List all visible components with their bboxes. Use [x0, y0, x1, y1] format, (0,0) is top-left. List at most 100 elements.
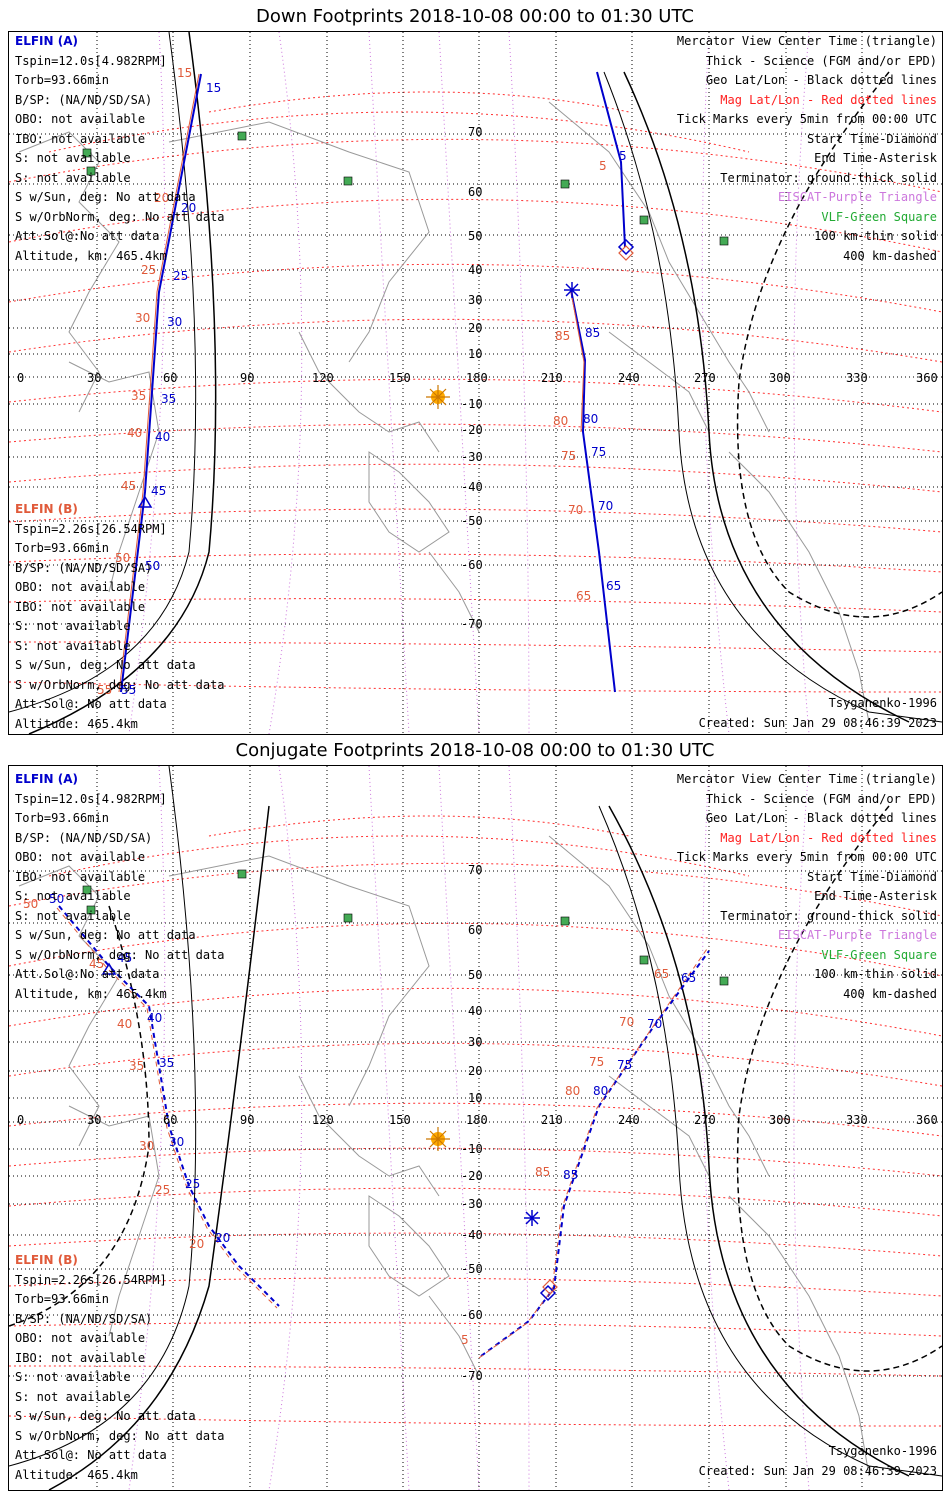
tick-b-40: 40: [147, 1011, 162, 1025]
track-tick-labels: 20 20 25 25 30 30 35 35 40 40 45 45 50 5…: [23, 892, 696, 1347]
tick-a-65: 65: [606, 579, 621, 593]
legend-item: End Time-Asterisk: [814, 889, 937, 903]
info-line: IBO: not available: [15, 869, 146, 884]
legend-item: VLF-Green Square: [821, 209, 937, 224]
tick-a-mag-65: 65: [576, 589, 591, 603]
elfin-b-track: [118, 73, 202, 693]
lat-label: -10: [461, 397, 483, 411]
info-line: S: not available: [15, 1389, 131, 1404]
info-line: Altitude, km: 465.4km: [15, 248, 167, 263]
info-line: Torb=93.66min: [15, 1292, 109, 1306]
info-line: IBO: not available: [15, 599, 146, 614]
tick-b-20: 20: [215, 1231, 230, 1245]
tick-a-mag-70: 70: [568, 503, 583, 517]
info-line: Tspin=12.0s[4.982RPM]: [15, 53, 167, 68]
tick-b-20: 20: [181, 201, 196, 215]
legend-item: Terminator: ground-thick solid: [720, 908, 937, 923]
info-line: S: not available: [15, 170, 131, 185]
elfin-b-header: ELFIN (B): [15, 502, 78, 516]
mag-meridians: [128, 32, 810, 734]
elfin-a-info: ELFIN (A) Tspin=12.0s[4.982RPM] Torb=93.…: [15, 32, 225, 266]
lat-label: 40: [468, 263, 482, 277]
panel-title-down: Down Footprints 2018-10-08 00:00 to 01:3…: [256, 6, 694, 27]
lon-label: 120: [312, 1113, 334, 1127]
model-label: Tsyganenko-1996: [828, 1444, 937, 1458]
tick-a-mag-85: 85: [535, 1165, 550, 1179]
info-line: S w/Sun, deg: No att data: [15, 658, 196, 672]
coastlines: [18, 835, 870, 1477]
tick-a-75: 75: [591, 445, 606, 459]
tick-b-55: 55: [121, 683, 136, 697]
elfin-b-header: ELFIN (B): [15, 1253, 78, 1267]
tick-b-15: 15: [206, 81, 221, 95]
legend-item: End Time-Asterisk: [814, 151, 937, 165]
info-line: B/SP: (NA/ND/SD/SA): [15, 830, 153, 845]
info-line: B/SP: (NA/ND/SD/SA): [15, 560, 153, 575]
info-line: Altitude: 465.4km: [15, 1467, 138, 1482]
tick-b-50: 50: [49, 892, 64, 906]
info-line: Tspin=2.26s[26.54RPM]: [15, 521, 167, 536]
info-line: S: not available: [15, 908, 131, 923]
lat-label: 40: [468, 1004, 482, 1018]
info-line: B/SP: (NA/ND/SD/SA): [15, 92, 153, 107]
info-line: OBO: not available: [15, 580, 146, 594]
lat-label: 20: [468, 1064, 482, 1078]
info-line: S: not available: [15, 619, 131, 633]
info-line: S w/OrbNorm, deg: No att data: [15, 1428, 225, 1443]
coastlines: [18, 101, 870, 723]
elfin-b-track: [56, 905, 280, 1309]
tick-b-25: 25: [173, 269, 188, 283]
info-line: S: not available: [15, 151, 131, 165]
legend-item: EISCAT-Purple Triangle: [778, 190, 937, 204]
tick-b-mag-45: 45: [89, 957, 104, 971]
vlf-square: [560, 916, 570, 926]
mag-grid: [9, 815, 942, 1427]
tick-b-mag-30: 30: [139, 1139, 154, 1153]
lat-label: 70: [468, 863, 482, 877]
tick-b-mag-30: 30: [135, 311, 150, 325]
info-line: S: not available: [15, 1370, 131, 1384]
lat-label: 30: [468, 1035, 482, 1049]
tick-a-65: 65: [681, 971, 696, 985]
elfin-a-track: [478, 945, 710, 1359]
tick-a-80: 80: [593, 1084, 608, 1098]
lon-label: 360: [916, 1113, 938, 1127]
tick-a-mag-85: 85: [555, 329, 570, 343]
lat-label: 50: [468, 968, 482, 982]
vlf-stations: [82, 869, 729, 986]
tick-a-mag-75: 75: [561, 449, 576, 463]
tick-a-85: 85: [585, 326, 600, 340]
tick-a-5: 5: [461, 1333, 469, 1347]
tick-a-mag-80: 80: [565, 1084, 580, 1098]
tick-b-mag-20: 20: [154, 191, 169, 205]
tick-b-mag-20: 20: [189, 1237, 204, 1251]
tick-a-mag-65: 65: [654, 967, 669, 981]
tick-b-mag-35: 35: [129, 1059, 144, 1073]
lon-label: 60: [163, 371, 177, 385]
legend-item: 100 km-thin solid: [814, 967, 937, 981]
end-asterisk: [524, 1210, 540, 1226]
tick-b-mag-40: 40: [117, 1017, 132, 1031]
geo-axis-labels: 0 30 60 90 120 150 180 210 240 270 300 3…: [17, 125, 938, 631]
lon-label: 180: [466, 371, 488, 385]
geo-grid: [9, 32, 942, 734]
lon-label: 270: [694, 1113, 716, 1127]
tick-b-45: 45: [151, 484, 166, 498]
tick-a-70: 70: [598, 499, 613, 513]
tick-b-45: 45: [117, 951, 132, 965]
map-canvas-conjugate: 20 20 25 25 30 30 35 35 40 40 45 45 50 5…: [9, 766, 942, 1490]
lat-label: -30: [461, 450, 483, 464]
lon-label: 240: [618, 371, 640, 385]
terminator: [9, 766, 942, 1490]
info-line: IBO: not available: [15, 1350, 146, 1365]
lat-label: -40: [461, 1228, 483, 1242]
tick-b-mag-40: 40: [127, 426, 142, 440]
info-line: OBO: not available: [15, 112, 146, 126]
legend-item: Mercator View Center Time (triangle): [676, 34, 937, 48]
geo-grid: [9, 766, 942, 1490]
view-center-triangle: [101, 962, 117, 975]
legend: Mercator View Center Time (triangle) Thi…: [677, 770, 937, 1004]
mag-grid: [9, 91, 942, 693]
info-line: Altitude, km: 465.4km: [15, 986, 167, 1001]
tick-b-mag-45: 45: [121, 479, 136, 493]
